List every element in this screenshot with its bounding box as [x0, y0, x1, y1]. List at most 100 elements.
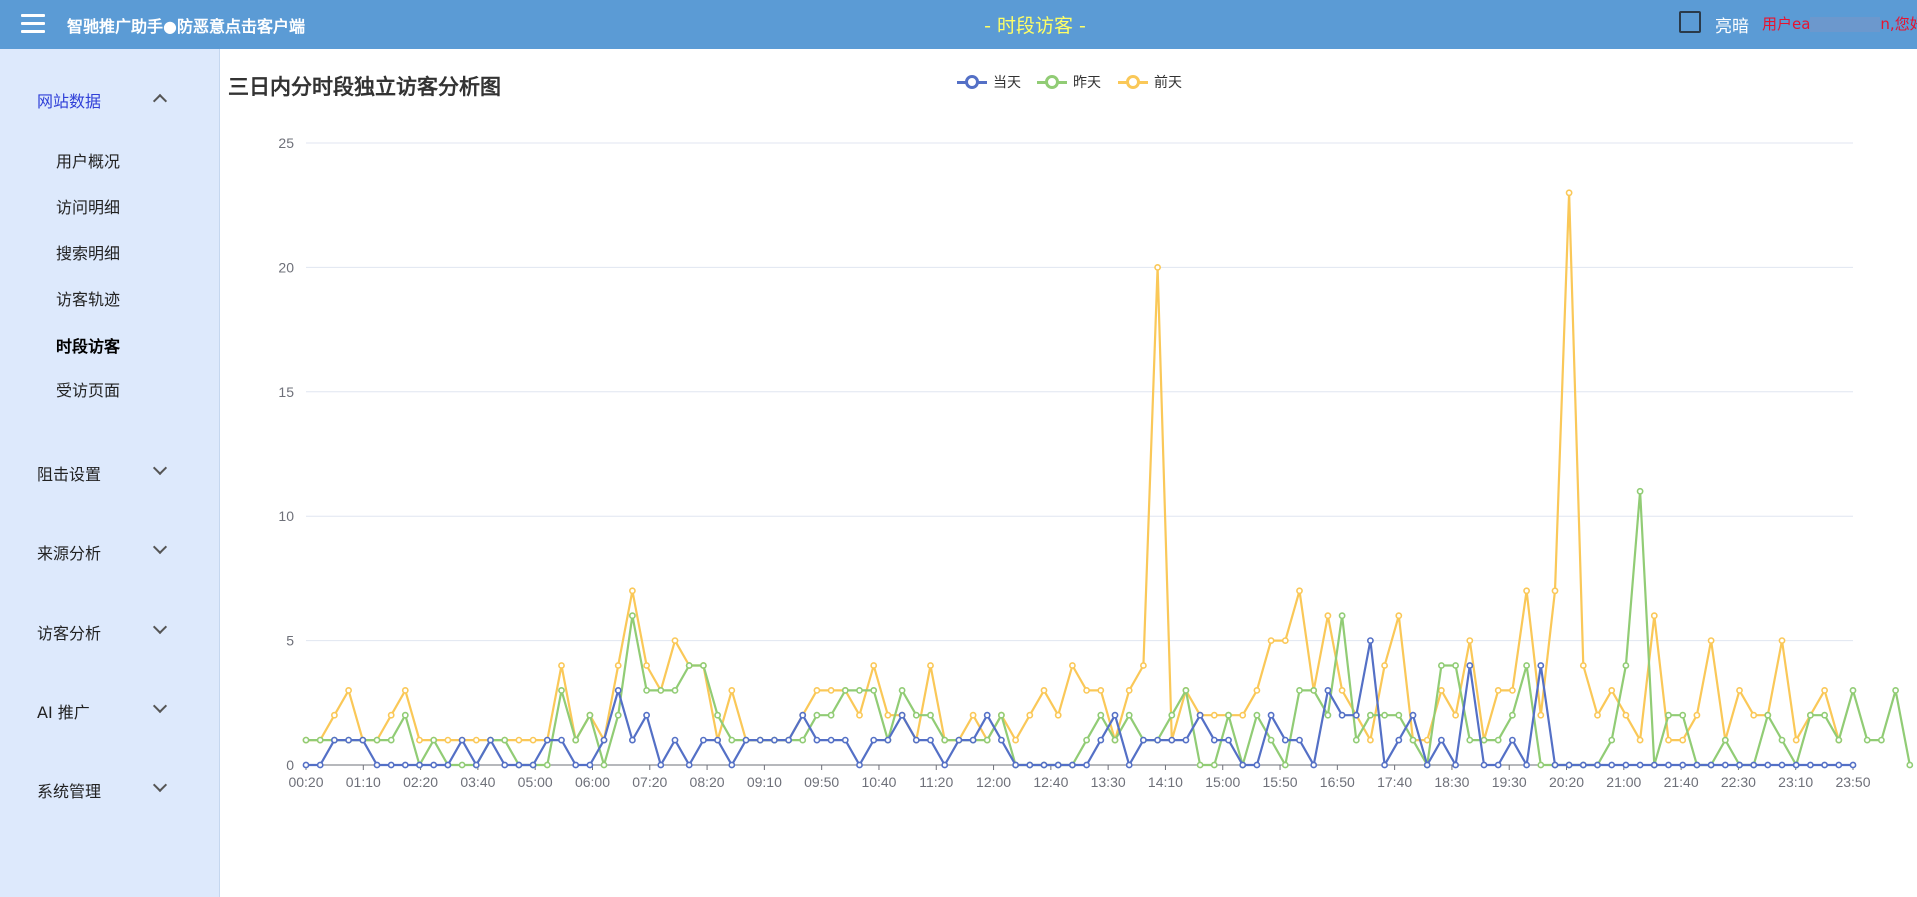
- data-point[interactable]: [1466, 637, 1474, 644]
- data-point[interactable]: [1736, 687, 1743, 694]
- data-point[interactable]: [1509, 711, 1516, 719]
- data-point[interactable]: [472, 736, 480, 744]
- data-point[interactable]: [1338, 612, 1346, 620]
- data-point[interactable]: [387, 736, 395, 744]
- sidebar-item-visited-pages[interactable]: 受访页面: [56, 381, 121, 400]
- data-point[interactable]: [657, 761, 665, 769]
- data-point[interactable]: [1452, 711, 1459, 719]
- sidebar-item-search-detail[interactable]: 搜索明细: [56, 244, 121, 263]
- data-point[interactable]: [1154, 263, 1161, 271]
- data-point[interactable]: [1778, 736, 1786, 744]
- data-point[interactable]: [813, 736, 821, 744]
- data-point[interactable]: [643, 687, 650, 694]
- data-point[interactable]: [1892, 687, 1899, 694]
- data-point[interactable]: [1523, 662, 1530, 669]
- data-point[interactable]: [1367, 711, 1374, 719]
- data-point[interactable]: [1395, 711, 1403, 719]
- data-point[interactable]: [1707, 637, 1715, 644]
- data-point[interactable]: [1438, 662, 1445, 669]
- sidebar-group-ai-promotion[interactable]: AI 推广: [37, 703, 90, 722]
- data-point[interactable]: [1054, 711, 1062, 719]
- data-point[interactable]: [529, 761, 537, 769]
- data-point[interactable]: [1849, 761, 1857, 769]
- data-point[interactable]: [401, 761, 409, 769]
- data-point[interactable]: [1253, 761, 1261, 769]
- data-point[interactable]: [373, 761, 381, 769]
- data-point[interactable]: [1650, 612, 1658, 620]
- data-point[interactable]: [1040, 687, 1048, 694]
- data-point[interactable]: [1636, 487, 1644, 495]
- data-point[interactable]: [416, 736, 423, 744]
- data-point[interactable]: [1452, 662, 1459, 669]
- data-point[interactable]: [1679, 761, 1687, 769]
- data-point[interactable]: [728, 687, 736, 694]
- data-point[interactable]: [1352, 736, 1360, 744]
- data-point[interactable]: [699, 736, 707, 744]
- hamburger-menu-icon[interactable]: [21, 14, 45, 34]
- data-point[interactable]: [345, 687, 353, 694]
- data-point[interactable]: [1154, 736, 1161, 744]
- data-point[interactable]: [1509, 736, 1516, 744]
- data-point[interactable]: [444, 761, 452, 769]
- data-point[interactable]: [1111, 736, 1119, 744]
- sidebar-group-visitor-analysis[interactable]: 访客分析: [37, 624, 102, 643]
- data-point[interactable]: [1225, 736, 1232, 744]
- data-point[interactable]: [1296, 687, 1303, 694]
- data-point[interactable]: [1537, 662, 1545, 669]
- data-point[interactable]: [1579, 761, 1587, 769]
- data-point[interactable]: [1721, 736, 1729, 744]
- data-point[interactable]: [714, 711, 721, 719]
- data-point[interactable]: [515, 761, 523, 769]
- sidebar-group-source-analysis[interactable]: 来源分析: [37, 544, 102, 563]
- data-point[interactable]: [401, 687, 409, 694]
- data-point[interactable]: [1849, 687, 1857, 694]
- data-point[interactable]: [983, 736, 991, 744]
- data-point[interactable]: [1452, 761, 1459, 769]
- data-point[interactable]: [1054, 761, 1062, 769]
- data-point[interactable]: [1097, 736, 1105, 744]
- data-point[interactable]: [1182, 736, 1190, 744]
- data-point[interactable]: [529, 736, 537, 744]
- data-point[interactable]: [1012, 736, 1019, 744]
- data-point[interactable]: [1523, 587, 1530, 595]
- data-point[interactable]: [1679, 736, 1687, 744]
- data-point[interactable]: [1835, 761, 1843, 769]
- data-point[interactable]: [345, 736, 353, 744]
- data-point[interactable]: [1083, 736, 1090, 744]
- data-point[interactable]: [643, 711, 650, 719]
- data-point[interactable]: [1608, 761, 1616, 769]
- data-point[interactable]: [1693, 711, 1701, 719]
- data-point[interactable]: [1069, 662, 1076, 669]
- data-point[interactable]: [1253, 687, 1261, 694]
- data-point[interactable]: [628, 736, 636, 744]
- data-point[interactable]: [1835, 736, 1843, 744]
- data-point[interactable]: [1636, 736, 1644, 744]
- data-point[interactable]: [1367, 736, 1374, 744]
- sidebar-group-website-data[interactable]: 网站数据: [37, 92, 102, 111]
- data-point[interactable]: [785, 736, 792, 744]
- data-point[interactable]: [1878, 736, 1885, 744]
- data-point[interactable]: [1807, 711, 1814, 719]
- data-point[interactable]: [614, 662, 622, 669]
- data-point[interactable]: [1395, 612, 1403, 620]
- data-point[interactable]: [1210, 736, 1218, 744]
- data-point[interactable]: [1792, 736, 1800, 744]
- data-point[interactable]: [1494, 736, 1502, 744]
- data-point[interactable]: [714, 736, 721, 744]
- theme-toggle-checkbox[interactable]: [1679, 11, 1701, 33]
- data-point[interactable]: [671, 637, 679, 644]
- data-point[interactable]: [1338, 687, 1346, 694]
- data-point[interactable]: [912, 711, 920, 719]
- data-point[interactable]: [586, 711, 594, 719]
- data-point[interactable]: [1210, 711, 1218, 719]
- chevron-down-icon[interactable]: [152, 460, 168, 476]
- data-point[interactable]: [1480, 761, 1488, 769]
- data-point[interactable]: [1381, 662, 1388, 669]
- data-point[interactable]: [316, 736, 324, 744]
- data-point[interactable]: [1324, 612, 1332, 620]
- sidebar-item-visit-detail[interactable]: 访问明细: [56, 198, 121, 217]
- data-point[interactable]: [600, 736, 608, 744]
- data-point[interactable]: [1310, 687, 1318, 694]
- data-point[interactable]: [515, 736, 523, 744]
- data-point[interactable]: [1594, 761, 1601, 769]
